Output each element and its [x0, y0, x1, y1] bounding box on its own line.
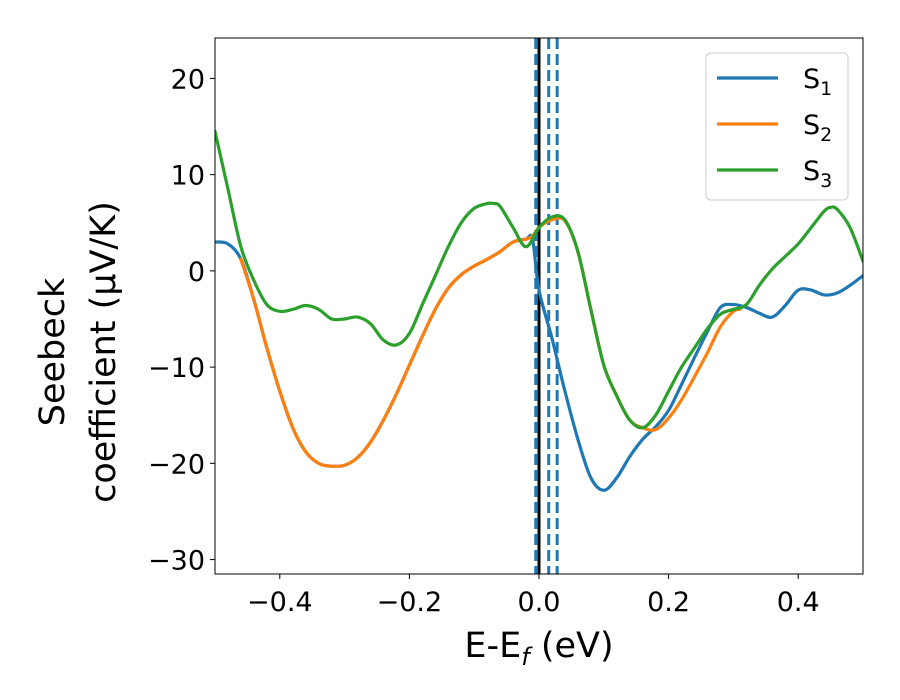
y-axis-label: Seebeck coefficient (μV/K): [33, 201, 124, 503]
legend-label-s1: S1: [803, 64, 832, 100]
legend-label-s2: S2: [803, 110, 832, 146]
y-axis-ticks: 20 10 0 −10 −20 −30: [148, 64, 215, 577]
series-line-s2: [239, 216, 742, 469]
x-tick-label: 0.4: [777, 587, 820, 618]
y-tick-label: −10: [148, 353, 205, 384]
x-tick-label: 0.2: [647, 587, 690, 618]
legend: S1 S2 S3: [705, 52, 849, 201]
y-tick-label: 10: [171, 161, 205, 192]
series-line-s3: [215, 129, 863, 430]
legend-box: [705, 52, 849, 201]
y-tick-label: 0: [188, 257, 205, 288]
x-tick-label: −0.4: [247, 587, 313, 618]
x-axis-label: E-Ef (eV): [464, 626, 613, 671]
series-lines: [215, 129, 863, 492]
legend-label-s3: S3: [803, 156, 832, 192]
x-axis-ticks: −0.4 −0.2 0.0 0.2 0.4: [247, 574, 820, 618]
y-axis-label-line2: coefficient (μV/K): [84, 201, 124, 503]
y-tick-label: −30: [148, 546, 205, 577]
y-axis-label-line1: Seebeck: [33, 277, 73, 426]
y-tick-label: 20: [171, 64, 205, 95]
vertical-lines: [534, 38, 559, 574]
x-tick-label: −0.2: [377, 587, 443, 618]
y-tick-label: −20: [148, 449, 205, 480]
x-tick-label: 0.0: [518, 587, 561, 618]
